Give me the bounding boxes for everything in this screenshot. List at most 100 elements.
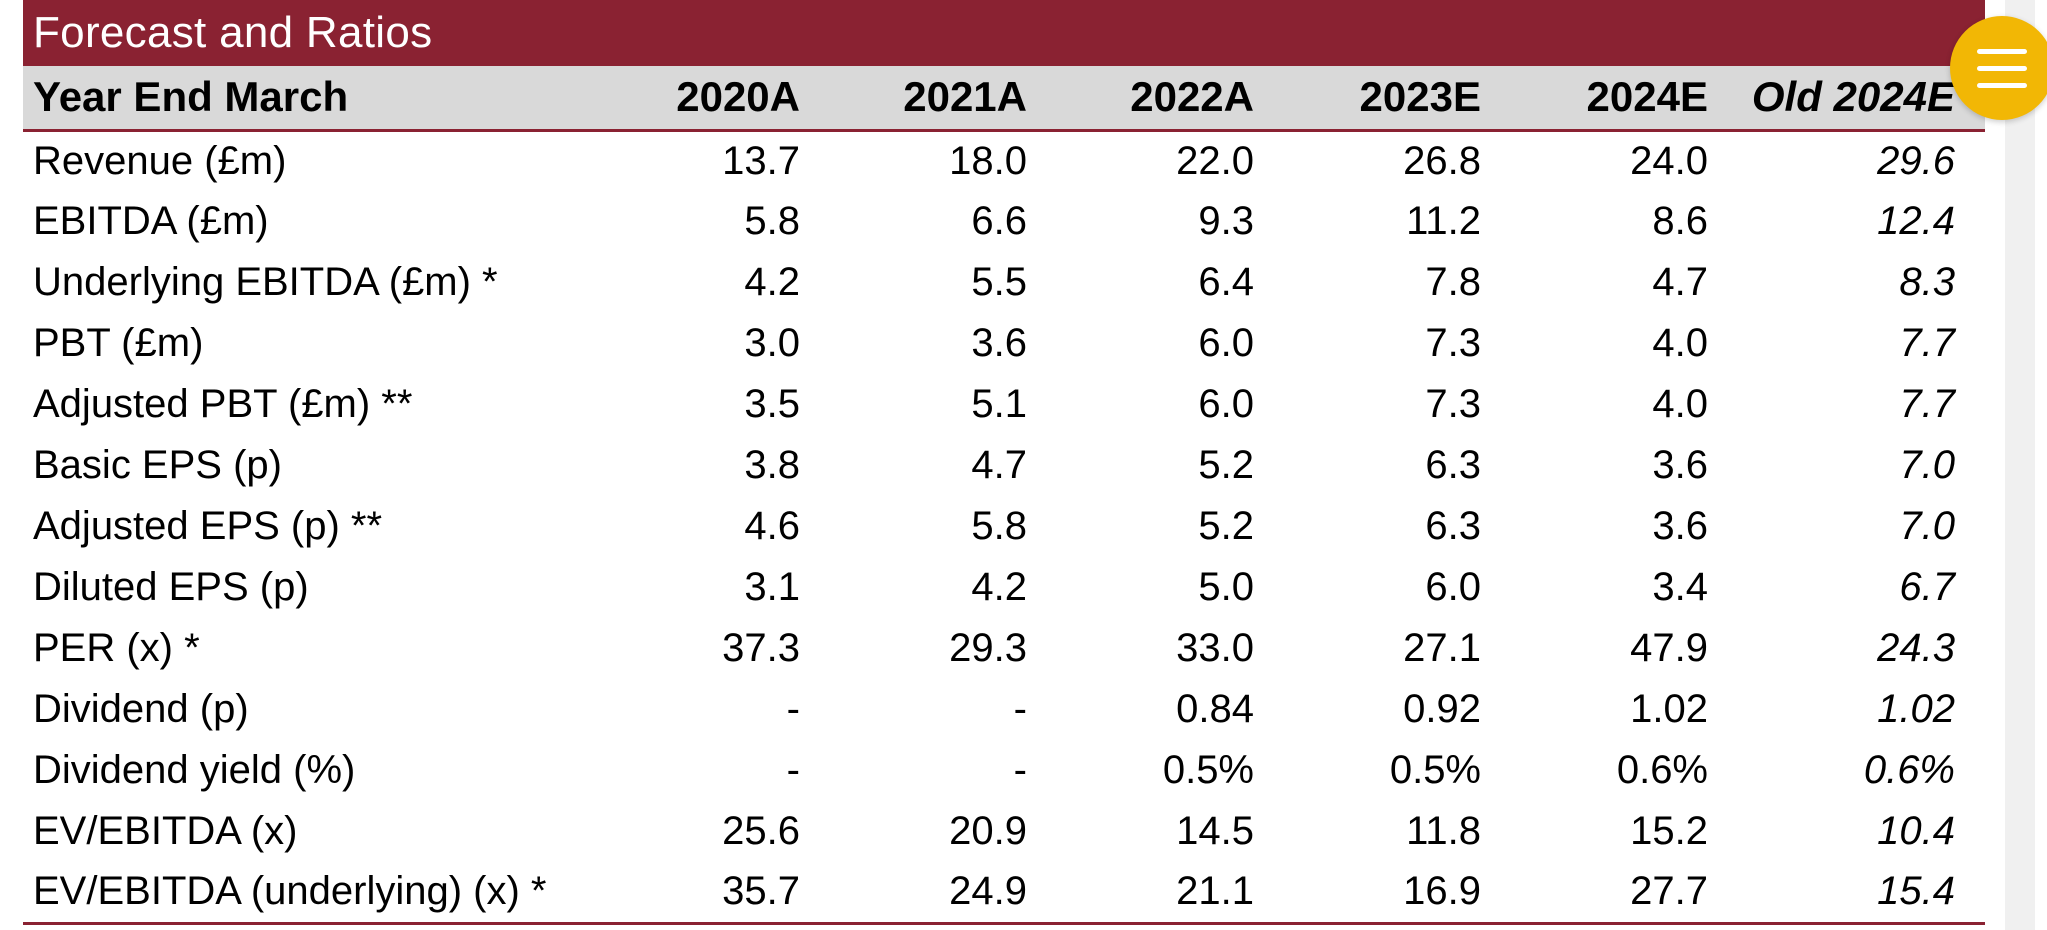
cell-value: 14.5 (1176, 809, 1254, 853)
cell-value: 22.0 (1176, 138, 1254, 183)
forecast-table: Year End March 2020A 2021A 2022A 2023E 2… (23, 66, 1985, 925)
cell-value: 3.4 (1652, 565, 1708, 609)
scrollbar-track[interactable] (2005, 0, 2035, 930)
cell-value: 7.0 (1899, 443, 1955, 487)
forecast-table-panel: Forecast and Ratios Year End March 2020A… (23, 0, 1985, 925)
cell-value: 6.7 (1899, 565, 1955, 609)
table-row: PER (x) * 37.3 29.3 33.0 27.1 47.9 24.3 (23, 618, 1985, 679)
cell-value: 8.3 (1899, 260, 1955, 304)
header-2022a: 2022A (1027, 66, 1254, 132)
table-row: PBT (£m) 3.0 3.6 6.0 7.3 4.0 7.7 (23, 313, 1985, 374)
cell-value: 5.2 (1198, 504, 1254, 548)
cell-value: 3.6 (1652, 504, 1708, 548)
cell-value: 26.8 (1403, 138, 1481, 183)
cell-value: 4.0 (1652, 321, 1708, 365)
cell-value: 6.6 (971, 199, 1027, 243)
table-row: EV/EBITDA (underlying) (x) * 35.7 24.9 21.1… (23, 862, 1985, 925)
cell-value: - (786, 748, 800, 792)
row-label: Revenue (£m) (33, 138, 287, 183)
cell-value: 3.8 (744, 443, 800, 487)
table-row: EV/EBITDA (x) 25.6 20.9 14.5 11.8 15.2 10.4 (23, 801, 1985, 862)
cell-value: 7.3 (1425, 382, 1481, 426)
cell-value: 29.6 (1877, 138, 1955, 183)
row-label: Adjusted PBT (£m) ** (33, 382, 413, 426)
cell-value: 4.7 (971, 443, 1027, 487)
cell-value: 25.6 (722, 809, 800, 853)
cell-value: 9.3 (1198, 199, 1254, 243)
cell-value: 7.0 (1899, 504, 1955, 548)
cell-value: 4.2 (744, 260, 800, 304)
cell-value: 8.6 (1652, 199, 1708, 243)
cell-value: 0.92 (1403, 687, 1481, 731)
cell-value: 4.0 (1652, 382, 1708, 426)
cell-value: 5.1 (971, 382, 1027, 426)
cell-value: 3.6 (1652, 443, 1708, 487)
cell-value: 4.2 (971, 565, 1027, 609)
cell-value: 5.0 (1198, 565, 1254, 609)
cell-value: 6.3 (1425, 443, 1481, 487)
row-label: EBITDA (£m) (33, 199, 269, 243)
cell-value: 11.8 (1406, 809, 1481, 853)
cell-value: 7.3 (1425, 321, 1481, 365)
cell-value: 4.7 (1652, 260, 1708, 304)
row-label: Underlying EBITDA (£m) * (33, 260, 498, 304)
header-2021a: 2021A (800, 66, 1027, 132)
cell-value: 5.8 (744, 199, 800, 243)
row-label: Dividend yield (%) (33, 748, 356, 792)
cell-value: 0.5% (1162, 748, 1254, 792)
cell-value: - (786, 687, 800, 731)
row-label: EV/EBITDA (underlying) (x) * (23, 862, 573, 925)
row-label: PER (x) * (33, 626, 200, 670)
hamburger-menu-icon-bar (1977, 82, 2027, 88)
hamburger-menu-icon-bar (1977, 65, 2027, 71)
table-row: Dividend yield (%) - - 0.5% 0.5% 0.6% 0.6% (23, 740, 1985, 801)
header-2023e: 2023E (1254, 66, 1481, 132)
cell-value: 3.0 (744, 321, 800, 365)
cell-value: 33.0 (1176, 626, 1254, 670)
cell-value: 24.0 (1630, 138, 1708, 183)
cell-value: 7.8 (1425, 260, 1481, 304)
cell-value: 5.8 (971, 504, 1027, 548)
row-label: PBT (£m) (33, 321, 204, 365)
cell-value: 6.0 (1198, 321, 1254, 365)
cell-value: 3.1 (744, 565, 800, 609)
cell-value: 24.9 (800, 862, 1027, 925)
cell-value: 0.6% (1863, 748, 1955, 792)
row-label: Dividend (p) (33, 687, 249, 731)
table-row: Underlying EBITDA (£m) * 4.2 5.5 6.4 7.8 4.7 8… (23, 252, 1985, 313)
cell-value: 37.3 (722, 626, 800, 670)
table-header-row: Year End March 2020A 2021A 2022A 2023E 2… (23, 66, 1985, 132)
cell-value: 11.2 (1406, 199, 1481, 243)
table-row: Diluted EPS (p) 3.1 4.2 5.0 6.0 3.4 6.7 (23, 557, 1985, 618)
cell-value: 35.7 (573, 862, 800, 925)
header-2020a: 2020A (573, 66, 800, 132)
cell-value: - (1013, 748, 1027, 792)
row-label: EV/EBITDA (x) (33, 809, 298, 853)
cell-value: 18.0 (949, 138, 1027, 183)
cell-value: 6.0 (1425, 565, 1481, 609)
table-row: Adjusted EPS (p) ** 4.6 5.8 5.2 6.3 3.6 7.0 (23, 496, 1985, 557)
cell-value: 13.7 (722, 138, 800, 183)
cell-value: 6.4 (1198, 260, 1254, 304)
row-label: Adjusted EPS (p) ** (33, 504, 383, 548)
cell-value: 7.7 (1899, 382, 1955, 426)
table-row: EBITDA (£m) 5.8 6.6 9.3 11.2 8.6 12.4 (23, 191, 1985, 252)
cell-value: 24.3 (1877, 626, 1955, 670)
cell-value: 12.4 (1877, 199, 1955, 243)
cell-value: 47.9 (1630, 626, 1708, 670)
table-row: Dividend (p) - - 0.84 0.92 1.02 1.02 (23, 679, 1985, 740)
cell-value: 0.5% (1389, 748, 1481, 792)
header-year-end: Year End March (23, 66, 573, 132)
table-body: Revenue (£m) 13.7 18.0 22.0 26.8 24.0 29.6 EBIT… (23, 130, 1985, 925)
hamburger-menu-icon (1977, 48, 2027, 54)
cell-value: 16.9 (1254, 862, 1481, 925)
cell-value: 15.2 (1630, 809, 1708, 853)
cell-value: 29.3 (949, 626, 1027, 670)
table-row: Adjusted PBT (£m) ** 3.5 5.1 6.0 7.3 4.0 7.7 (23, 374, 1985, 435)
cell-value: 10.4 (1877, 809, 1955, 853)
cell-value: 3.5 (744, 382, 800, 426)
cell-value: 27.7 (1481, 862, 1708, 925)
menu-button[interactable] (1950, 16, 2047, 120)
cell-value: 5.5 (971, 260, 1027, 304)
